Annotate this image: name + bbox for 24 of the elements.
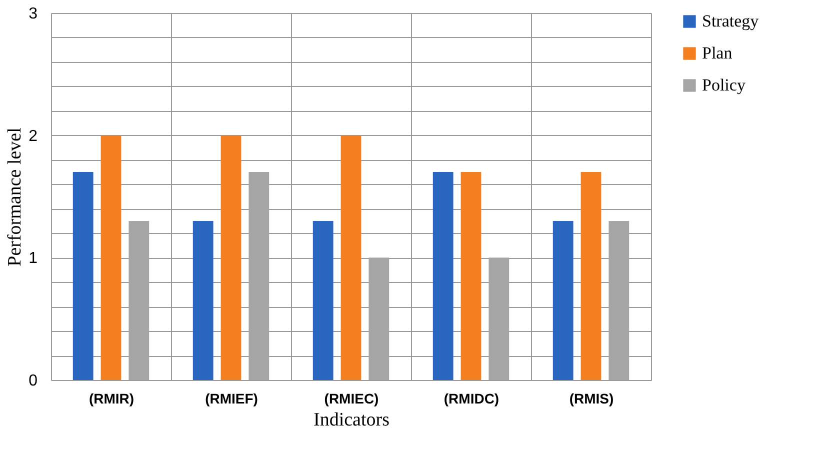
bar xyxy=(192,220,214,380)
x-tick-label: (RMIR) xyxy=(88,390,134,406)
y-tick-label: 3 xyxy=(28,6,38,22)
x-tick-label: (RMIS) xyxy=(569,390,614,406)
legend-label: Policy xyxy=(702,76,746,94)
legend-label: Plan xyxy=(702,44,733,62)
bar xyxy=(552,220,574,380)
x-tick-label: (RMIEC) xyxy=(324,390,379,406)
bar xyxy=(312,220,334,380)
x-tick-label: (RMIEF) xyxy=(205,390,258,406)
x-axis-title: Indicators xyxy=(314,410,390,430)
y-tick-label: 0 xyxy=(28,372,38,390)
bar xyxy=(220,135,242,380)
bar xyxy=(432,172,454,380)
bar xyxy=(340,135,362,380)
bar xyxy=(580,172,602,380)
bar xyxy=(100,135,122,380)
y-tick-label: 1 xyxy=(28,250,38,268)
x-tick-label: (RMIDC) xyxy=(444,390,500,406)
bar xyxy=(460,172,482,380)
bar xyxy=(72,172,94,380)
y-tick-label: 2 xyxy=(28,128,38,145)
y-axis-title: Performance level xyxy=(4,128,26,266)
legend-label: Strategy xyxy=(702,12,760,30)
